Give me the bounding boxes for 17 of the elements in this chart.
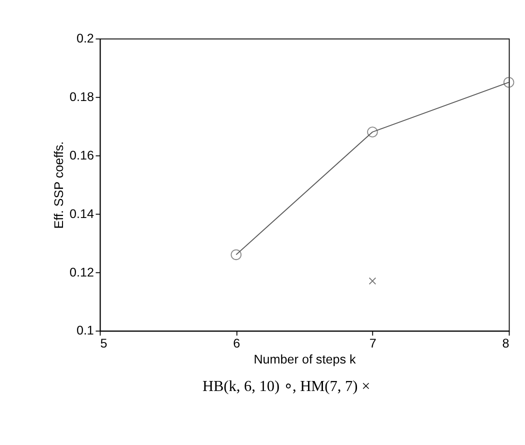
y-tick-label: 0.18	[69, 90, 94, 104]
point	[503, 76, 514, 88]
y-tick-label: 0.2	[76, 32, 94, 46]
text: HB(k, 6, 10) ∘, HM(7, 7) ×	[202, 378, 370, 395]
x-tick-label: 8	[502, 336, 510, 350]
point	[230, 249, 242, 260]
y-tick-label: 0.16	[69, 148, 94, 162]
x-axis-title: Number of steps k	[254, 352, 356, 366]
point	[368, 277, 376, 285]
x-tick-label: 7	[369, 336, 376, 350]
y-tick-label: 0.12	[69, 265, 94, 280]
x-tick-label: 5	[100, 336, 108, 350]
y-tick-label: 0.1	[76, 324, 94, 338]
y-axis-title: Eff. SSP coeffs.	[52, 141, 66, 229]
y-tick-label: 0.14	[69, 206, 94, 221]
x-tick-label: 6	[233, 336, 240, 350]
point	[367, 126, 378, 138]
